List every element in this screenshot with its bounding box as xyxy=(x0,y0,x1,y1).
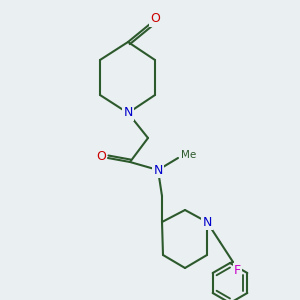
Text: O: O xyxy=(96,149,106,163)
Text: F: F xyxy=(234,265,241,278)
Text: O: O xyxy=(150,13,160,26)
Text: N: N xyxy=(202,215,212,229)
Text: Me: Me xyxy=(181,150,196,160)
Text: N: N xyxy=(153,164,163,176)
Text: N: N xyxy=(123,106,133,119)
